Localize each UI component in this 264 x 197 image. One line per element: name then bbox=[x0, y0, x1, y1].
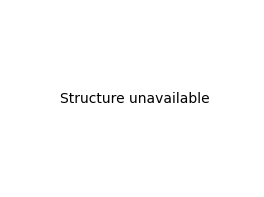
Text: Structure unavailable: Structure unavailable bbox=[60, 92, 210, 107]
